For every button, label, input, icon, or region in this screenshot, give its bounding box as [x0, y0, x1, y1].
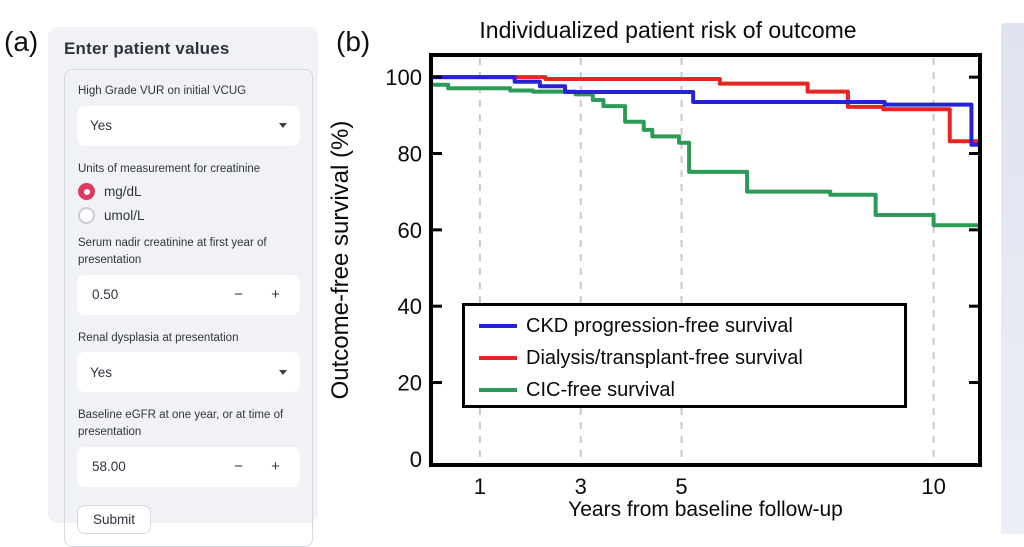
- increment-button[interactable]: +: [271, 458, 280, 476]
- x-axis-label: Years from baseline follow-up: [568, 498, 843, 521]
- adjacent-panel-edge: [1001, 23, 1024, 534]
- legend-label: CKD progression-free survival: [526, 314, 793, 337]
- svg-text:1: 1: [474, 474, 486, 499]
- baseline-egfr-input[interactable]: 58.00 − +: [77, 446, 300, 487]
- survival-chart: 0 20 40 60 80 100 1 3 5 10: [385, 53, 982, 499]
- renal-dysplasia-select[interactable]: Yes: [77, 352, 300, 393]
- chevron-down-icon: [279, 369, 287, 375]
- legend-label: CIC-free survival: [526, 378, 675, 401]
- units-field-label: Units of measurement for creatinine: [78, 162, 261, 175]
- svg-text:10: 10: [921, 474, 945, 499]
- svg-text:5: 5: [675, 474, 687, 499]
- svg-text:3: 3: [575, 474, 587, 499]
- legend-line-swatch: [479, 356, 517, 360]
- chart-legend: CKD progression-free survival Dialysis/tr…: [462, 303, 907, 408]
- vur-select-value: Yes: [90, 118, 113, 134]
- vur-field-label: High Grade VUR on initial VCUG: [78, 85, 247, 97]
- decrement-button[interactable]: −: [234, 458, 243, 476]
- legend-line-swatch: [479, 388, 517, 392]
- nadir-creatinine-label: Serum nadir creatinine at first year of …: [78, 237, 267, 267]
- patient-form-panel: Enter patient values High Grade VUR on i…: [48, 27, 318, 547]
- chevron-down-icon: [279, 123, 287, 129]
- baseline-egfr-label: Baseline eGFR at one year, or at time of…: [78, 409, 284, 439]
- vur-select[interactable]: Yes: [77, 105, 300, 146]
- svg-text:60: 60: [398, 218, 422, 243]
- svg-text:100: 100: [385, 65, 422, 90]
- nadir-creatinine-value: 0.50: [92, 287, 119, 303]
- radio-label-mgdl: mg/dL: [104, 184, 142, 200]
- baseline-egfr-value: 58.00: [92, 459, 126, 475]
- renal-dysplasia-value: Yes: [90, 364, 113, 380]
- svg-text:40: 40: [398, 294, 422, 319]
- radio-selected-icon: [78, 183, 95, 201]
- chart-title: Individualized patient risk of outcome: [479, 17, 857, 43]
- svg-text:20: 20: [398, 371, 422, 396]
- nadir-creatinine-input[interactable]: 0.50 − +: [77, 274, 300, 315]
- legend-line-swatch: [479, 324, 517, 328]
- legend-entry: Dialysis/transplant-free survival: [479, 342, 904, 374]
- radio-unselected-icon: [78, 207, 95, 225]
- form-card: High Grade VUR on initial VCUG Yes Units…: [64, 69, 313, 547]
- legend-entry: CKD progression-free survival: [479, 310, 904, 342]
- increment-button[interactable]: +: [271, 286, 280, 304]
- radio-option-umoll[interactable]: umol/L: [78, 207, 300, 225]
- radio-label-umoll: umol/L: [104, 208, 145, 224]
- radio-option-mgdl[interactable]: mg/dL: [78, 183, 300, 201]
- svg-text:80: 80: [398, 141, 422, 166]
- submit-button[interactable]: Submit: [77, 504, 152, 534]
- panel-label-a: (a): [4, 26, 39, 57]
- panel-label-b: (b): [336, 26, 371, 57]
- legend-label: Dialysis/transplant-free survival: [526, 346, 803, 369]
- form-heading: Enter patient values: [64, 39, 230, 58]
- renal-dysplasia-label: Renal dysplasia at presentation: [78, 331, 239, 344]
- svg-text:0: 0: [410, 447, 422, 472]
- legend-entry: CIC-free survival: [479, 374, 904, 406]
- decrement-button[interactable]: −: [234, 286, 243, 304]
